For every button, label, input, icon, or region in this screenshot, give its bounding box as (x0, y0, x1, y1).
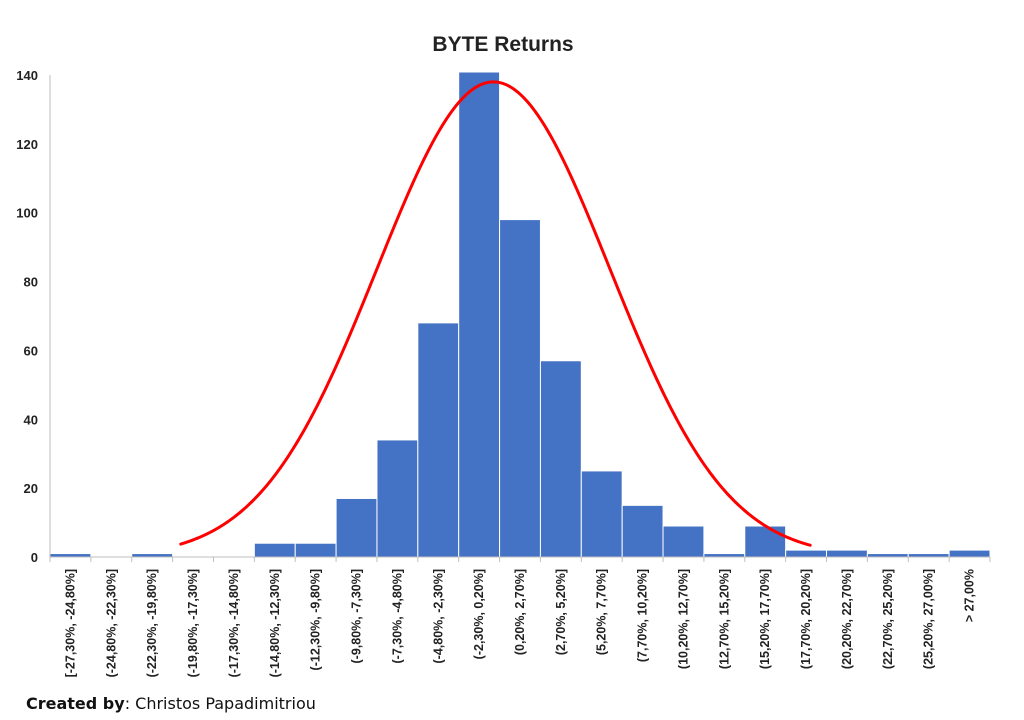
bar (253, 542, 296, 558)
bar (621, 504, 664, 558)
y-tick-label: 140 (16, 68, 38, 83)
y-tick-label: 40 (24, 412, 38, 427)
axes-group: 0 20 40 60 80 100 120 140 [-27,30%, -24,80%] (-24… (16, 68, 991, 677)
y-tick-label: 80 (24, 275, 38, 290)
x-tick-label: (-22,30%, -19,80%] (145, 569, 159, 677)
bar (49, 553, 92, 558)
x-tick-label: (-2,30%, 0,20%] (472, 569, 486, 659)
y-tick-label: 20 (24, 481, 38, 496)
x-tick-label: (-4,80%, -2,30%] (431, 569, 445, 663)
bar (907, 553, 950, 558)
x-tick-label: (10,20%, 12,70%] (676, 569, 690, 669)
y-tick-label: 60 (24, 343, 38, 358)
x-tick-label: (20,20%, 22,70%] (840, 569, 854, 669)
x-tick-label: (12,70%, 15,20%] (717, 569, 731, 669)
x-tick-label: > 27,00% (963, 569, 977, 622)
x-tick-label: (-14,80%, -12,30%] (268, 569, 282, 677)
x-tick-label: (5,20%, 7,70%] (595, 569, 609, 655)
x-tick-label: (0,20%, 2,70%] (513, 569, 527, 655)
x-tick-label: [-27,30%, -24,80%] (63, 569, 77, 677)
bar (539, 360, 582, 558)
x-tick-label: (7,70%, 10,20%] (636, 569, 650, 662)
x-tick-label: (25,20%, 27,00%] (922, 569, 936, 669)
bar (744, 525, 787, 558)
bar (703, 553, 746, 558)
x-tick-label: (2,70%, 5,20%] (554, 569, 568, 655)
chart-title: BYTE Returns (432, 33, 573, 56)
y-tick-label: 0 (31, 550, 38, 565)
x-tick-label: (-19,80%, -17,30%] (186, 569, 200, 677)
x-tick-label: (-17,30%, -14,80%] (227, 569, 241, 677)
x-tick-label: (15,20%, 17,70%] (758, 569, 772, 669)
credit-line: Created by: Christos Papadimitriou (26, 694, 316, 713)
x-tick-label: (-9,80%, -7,30%] (350, 569, 364, 663)
bar (294, 542, 337, 558)
bar (580, 470, 623, 558)
x-tick-label: (17,70%, 20,20%] (799, 569, 813, 669)
x-tick-label: (-12,30%, -9,80%] (309, 569, 323, 670)
normal-curve-group (179, 80, 812, 547)
x-tick-label: (-24,80%, -22,30%] (104, 569, 118, 677)
normal-curve-line (179, 80, 812, 547)
bar (499, 219, 541, 558)
bar (458, 71, 501, 558)
bar (131, 553, 174, 558)
bars-group (49, 71, 991, 558)
bar (826, 549, 868, 558)
bar (335, 497, 378, 558)
y-tick-label: 100 (16, 206, 38, 221)
bar (376, 439, 419, 558)
bar (866, 553, 909, 558)
bar (662, 525, 705, 558)
bar (948, 549, 991, 558)
x-tick-label: (-7,30%, -4,80%] (390, 569, 404, 663)
bar (785, 549, 828, 558)
y-tick-label: 120 (16, 137, 38, 152)
credit-name: : Christos Papadimitriou (124, 694, 316, 713)
x-tick-label: (22,70%, 25,20%] (881, 569, 895, 669)
bar (417, 322, 460, 558)
credit-label: Created by (26, 694, 125, 713)
